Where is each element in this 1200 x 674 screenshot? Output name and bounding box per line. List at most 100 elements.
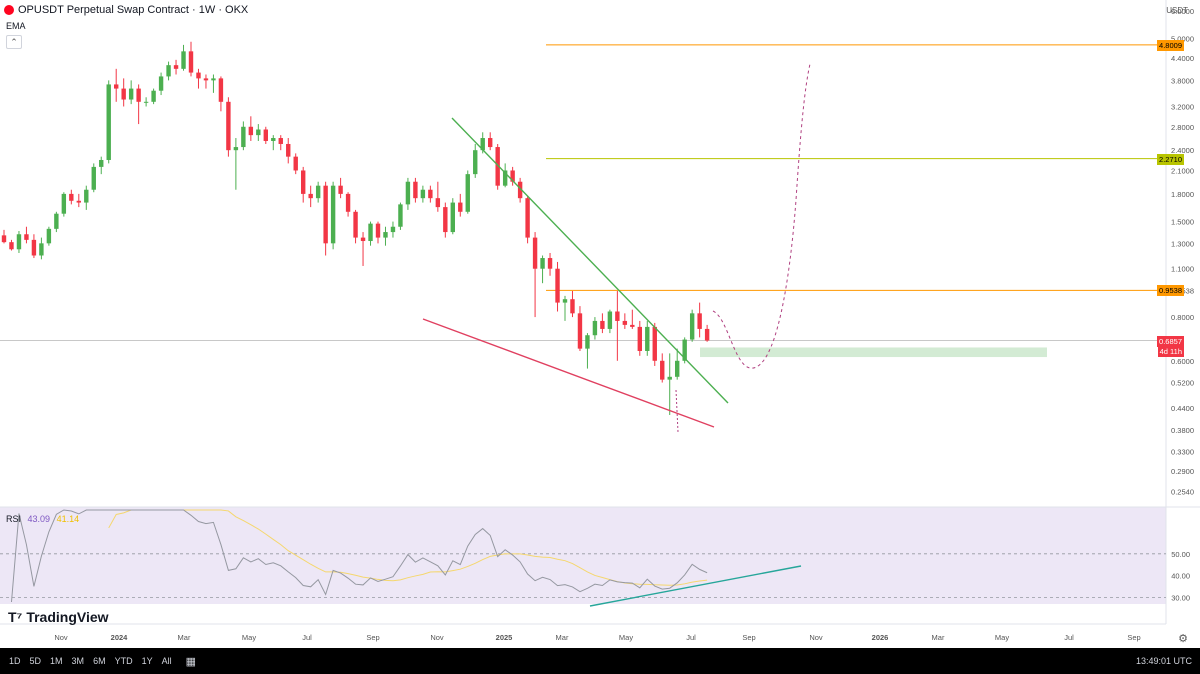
- candle-body: [704, 328, 710, 341]
- time-tick-label: Jul: [302, 633, 312, 642]
- rsi-panel-bg: [0, 507, 1166, 604]
- candle-body: [495, 147, 500, 186]
- price-tick-label: 5.0000: [1171, 35, 1194, 44]
- price-tick-label: 3.2000: [1171, 102, 1194, 111]
- candle-body: [532, 237, 538, 269]
- candle-body: [413, 181, 418, 199]
- rsi-ma-line: [108, 509, 708, 586]
- candle-body: [166, 65, 171, 77]
- price-tick-label: 1.5000: [1171, 218, 1194, 227]
- price-tick-label: 3.8000: [1171, 76, 1194, 85]
- range-button-1m[interactable]: 1M: [50, 656, 63, 666]
- rsi-tick-label: 30.00: [1171, 594, 1190, 603]
- candle-body: [465, 174, 470, 212]
- currency-label[interactable]: USDT: [1166, 6, 1188, 15]
- candle-body: [315, 185, 321, 199]
- range-button-1y[interactable]: 1Y: [141, 656, 153, 666]
- candle-body: [645, 326, 650, 351]
- price-tick-label: 2.1000: [1171, 166, 1194, 175]
- price-tick-label: 0.3800: [1171, 426, 1194, 435]
- candle-body: [143, 101, 149, 103]
- descending-support-line[interactable]: [422, 318, 715, 428]
- candle-body: [585, 335, 590, 349]
- candle-body: [525, 198, 530, 238]
- candle-body: [600, 320, 605, 329]
- candle-body: [76, 200, 81, 203]
- candle-body: [121, 88, 126, 100]
- projection-path: [712, 63, 811, 369]
- time-tick-label: Sep: [742, 633, 755, 642]
- candle-body: [689, 313, 695, 340]
- candle-body: [24, 234, 29, 240]
- price-tick-label: 0.4400: [1171, 404, 1194, 413]
- op-logo-icon: [4, 5, 14, 15]
- range-button-ytd[interactable]: YTD: [114, 656, 133, 666]
- price-tick-label: 0.8000: [1171, 313, 1194, 322]
- tradingview-logo[interactable]: T⁷ TradingView: [8, 609, 109, 625]
- rsi-legend[interactable]: RSI 43.09 41.14: [6, 514, 79, 524]
- time-tick-label: Nov: [430, 633, 444, 642]
- candle-body: [31, 239, 37, 256]
- rsi-pane: 50.00 40.00 30.00: [0, 509, 1190, 607]
- candle-body: [682, 339, 687, 361]
- range-button-all[interactable]: All: [161, 656, 172, 666]
- candle-body: [54, 213, 59, 229]
- time-tick-label: Mar: [932, 633, 945, 642]
- range-buttons: 1D 5D 1M 3M 6M YTD 1Y All: [0, 656, 172, 666]
- brand-text: TradingView: [26, 609, 109, 625]
- candle-body: [510, 170, 515, 182]
- price-axis-ticks: 6.0000 5.0000 4.4000 3.8000 3.2000 2.8000 2.40…: [1171, 7, 1194, 496]
- time-tick-label: Jul: [1064, 633, 1074, 642]
- horizontal-levels: [546, 44, 1166, 291]
- rsi-line: [10, 509, 708, 603]
- candle-body: [360, 237, 366, 242]
- calendar-icon[interactable]: ▦: [185, 655, 197, 668]
- candle-body: [555, 268, 560, 303]
- candle-body: [271, 138, 276, 141]
- descending-resistance-line[interactable]: [451, 117, 729, 404]
- time-tick-label: May: [995, 633, 1009, 642]
- rsi-tick-label: 50.00: [1171, 550, 1190, 559]
- chart-header: OPUSDT Perpetual Swap Contract · 1W · OK…: [4, 4, 248, 16]
- candle-body: [301, 170, 306, 194]
- candle-body: [69, 193, 74, 201]
- candle-body: [577, 313, 583, 349]
- range-button-6m[interactable]: 6M: [93, 656, 106, 666]
- candle-body: [630, 324, 635, 327]
- symbol-title[interactable]: OPUSDT Perpetual Swap Contract · 1W · OK…: [18, 4, 249, 16]
- chart-canvas[interactable]: 6.0000 5.0000 4.4000 3.8000 3.2000 2.8000 2.40…: [0, 0, 1200, 648]
- candle-body: [435, 198, 441, 208]
- candle-body: [697, 313, 702, 329]
- candle-body: [226, 101, 231, 151]
- rsi-label: RSI: [6, 514, 22, 524]
- ema-indicator-label[interactable]: EMA: [6, 21, 26, 31]
- price-tick-label: 6.0000: [1171, 7, 1194, 16]
- candle-body: [547, 258, 553, 269]
- candle-body: [151, 90, 156, 102]
- collapse-indicators-button[interactable]: ⌃: [6, 35, 22, 49]
- candle-body: [91, 166, 96, 190]
- candle-body: [428, 189, 433, 199]
- candle-body: [218, 78, 224, 102]
- candle-body: [39, 243, 44, 256]
- candle-body: [233, 147, 239, 151]
- candle-body: [443, 207, 448, 233]
- rsi-ma-value: 41.14: [56, 514, 80, 524]
- price-tick-label: 0.2900: [1171, 467, 1194, 476]
- range-button-3m[interactable]: 3M: [71, 656, 85, 666]
- settings-gear-icon[interactable]: ⚙: [1178, 633, 1188, 645]
- clock-utc[interactable]: 13:49:01 UTC: [1135, 656, 1192, 666]
- rsi-rising-trendline[interactable]: [589, 565, 802, 607]
- price-tick-label: 0.3300: [1171, 448, 1194, 457]
- range-button-1d[interactable]: 1D: [9, 656, 21, 666]
- price-tag-olive: 2.2710: [1157, 153, 1184, 165]
- range-button-5d[interactable]: 5D: [29, 656, 42, 666]
- candle-body: [488, 138, 493, 148]
- candle-body: [181, 51, 186, 69]
- candle-body: [570, 299, 575, 314]
- bottom-toolbar: 1D 5D 1M 3M 6M YTD 1Y All ▦ 13:49:01 UTC: [0, 648, 1200, 674]
- candles: [1, 41, 710, 415]
- time-axis-ticks: Nov 2024 Mar May Jul Sep Nov 2025 Mar May Jul Sep No…: [54, 633, 1140, 642]
- time-tick-label: Nov: [54, 633, 68, 642]
- candle-body: [622, 320, 628, 325]
